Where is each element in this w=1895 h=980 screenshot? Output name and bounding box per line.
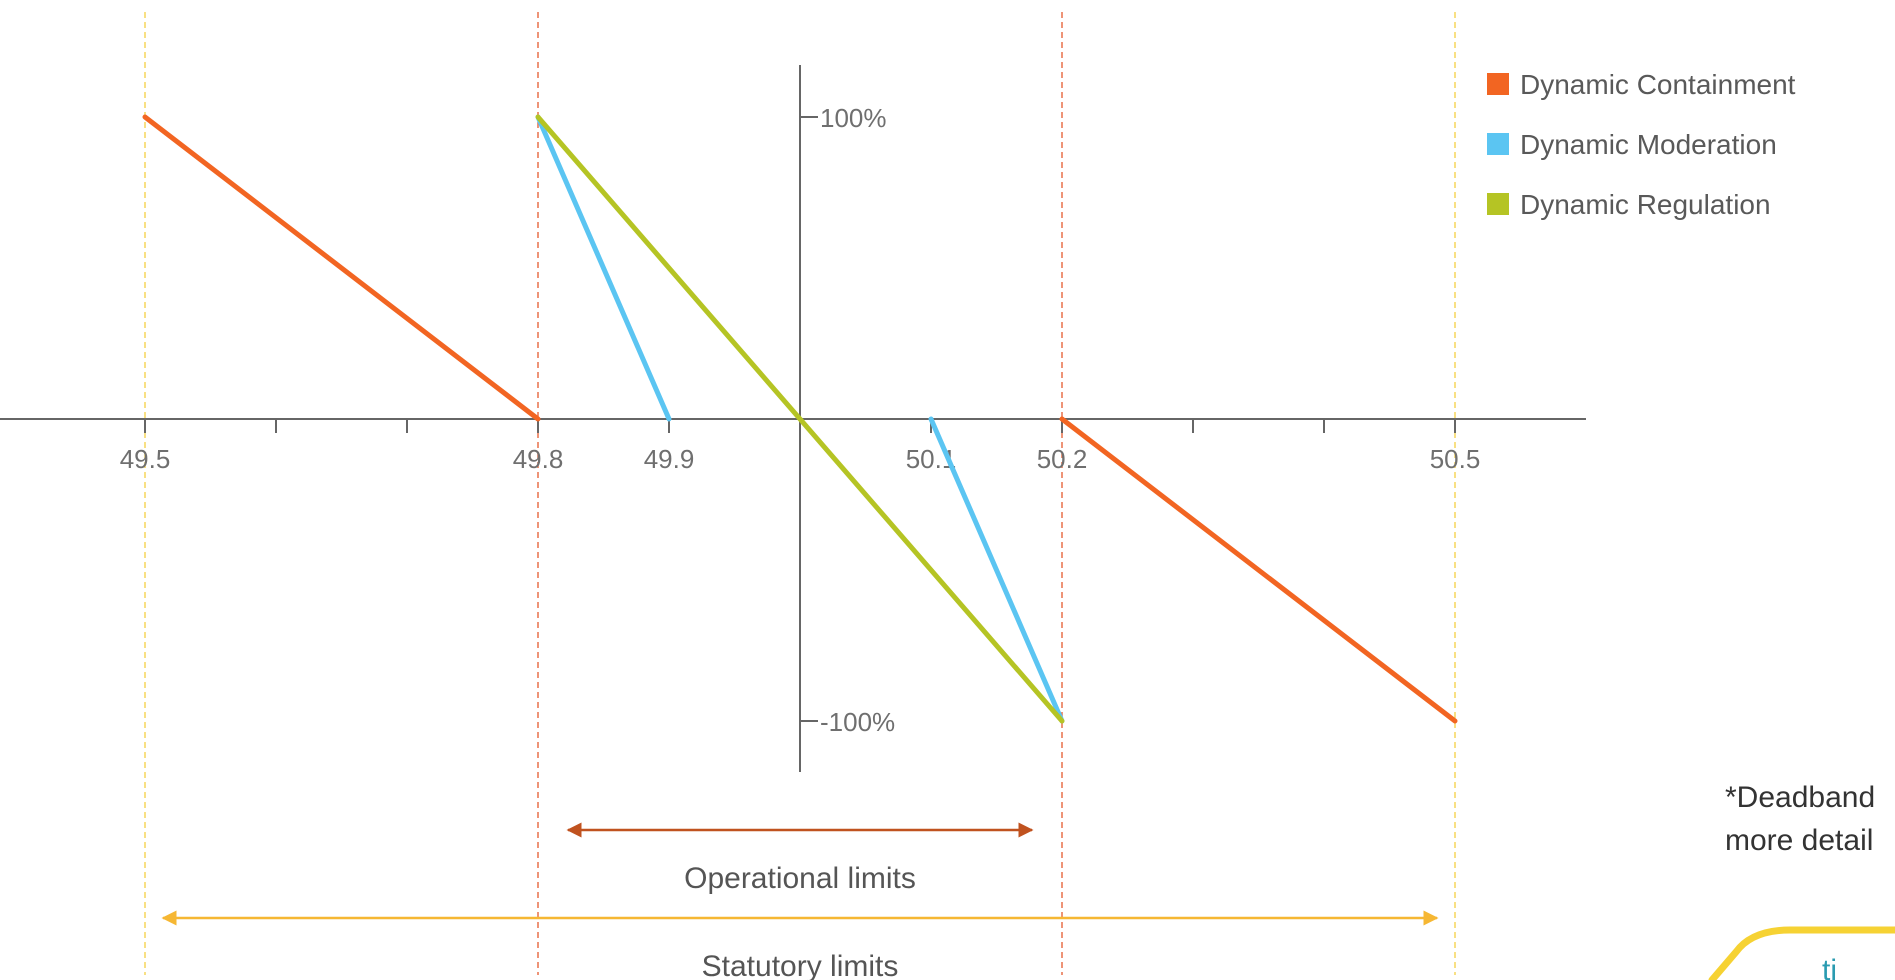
legend-swatch-3 — [1487, 193, 1509, 215]
x-tick-label-49.5: 49.5 — [120, 444, 171, 474]
x-tick-label-50.2: 50.2 — [1037, 444, 1088, 474]
limit-ranges: Operational limits Statutory limits — [161, 822, 1439, 980]
y-tick-label-bottom: -100% — [820, 707, 895, 737]
series-dynamic-regulation-segment-1 — [535, 114, 1065, 724]
series-lines — [142, 114, 1458, 724]
x-tick-label-50.5: 50.5 — [1430, 444, 1481, 474]
legend-label-2: Dynamic Moderation — [1520, 129, 1777, 160]
y-tick-label-top: 100% — [820, 103, 887, 133]
legend: Dynamic Containment Dynamic Moderation Dyn… — [1487, 69, 1796, 220]
series-dynamic-containment-segment-1 — [142, 114, 541, 422]
x-tick-label-49.8: 49.8 — [513, 444, 564, 474]
series-dynamic-moderation-segment-2 — [928, 416, 1065, 724]
badge-shape — [1708, 926, 1895, 980]
note-line-2: more detail — [1725, 824, 1873, 857]
range-label-2: Statutory limits — [702, 950, 899, 980]
x-tick-label-49.9: 49.9 — [644, 444, 695, 474]
legend-label-1: Dynamic Containment — [1520, 69, 1796, 100]
note-line-1: *Deadband — [1725, 781, 1875, 814]
legend-swatch-1 — [1487, 73, 1509, 95]
reference-lines — [144, 12, 1456, 975]
legend-label-3: Dynamic Regulation — [1520, 189, 1771, 220]
legend-swatch-2 — [1487, 133, 1509, 155]
series-dynamic-moderation-segment-1 — [535, 114, 672, 422]
badge-text-fragment: ti — [1822, 954, 1837, 980]
deadband-note: *Deadband more detail — [1725, 781, 1875, 857]
series-dynamic-containment-segment-2 — [1059, 416, 1458, 724]
range-label-1: Operational limits — [684, 862, 916, 895]
